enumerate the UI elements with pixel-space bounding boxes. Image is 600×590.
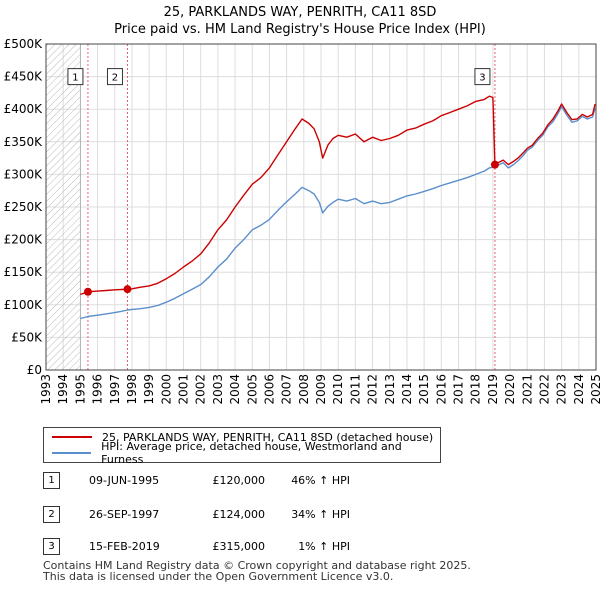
x-tick-label: 2012 bbox=[366, 374, 380, 405]
x-tick-label: 2011 bbox=[348, 374, 362, 405]
x-tick-label: 2021 bbox=[520, 374, 534, 405]
chart-subtitle: Price paid vs. HM Land Registry's House … bbox=[114, 22, 486, 37]
property-series-line bbox=[80, 95, 596, 296]
plot-frame bbox=[45, 43, 597, 371]
x-tick-label: 2006 bbox=[262, 374, 276, 405]
footer-line2: This data is licensed under the Open Gov… bbox=[43, 570, 394, 583]
legend-label-property: 25, PARKLANDS WAY, PENRITH, CA11 8SD (de… bbox=[102, 430, 434, 444]
x-tick-label: 2004 bbox=[228, 374, 242, 405]
y-tick-label: £250K bbox=[4, 200, 44, 214]
sale-number-badge: 1 bbox=[43, 472, 60, 489]
x-tick-label: 2020 bbox=[503, 374, 517, 405]
chart-legend: 25, PARKLANDS WAY, PENRITH, CA11 8SD (de… bbox=[43, 427, 441, 466]
sale-marker-box bbox=[474, 68, 491, 86]
y-tick-label: £200K bbox=[4, 233, 44, 247]
y-tick-label: £50K bbox=[11, 330, 43, 344]
x-tick-label: 1994 bbox=[56, 374, 70, 405]
x-tick-label: 2023 bbox=[555, 374, 569, 405]
x-tick-label: 2008 bbox=[297, 374, 311, 405]
y-tick-label: £400K bbox=[4, 102, 44, 116]
sale-marker-label: 1 bbox=[72, 73, 78, 84]
y-tick-label: £500K bbox=[4, 37, 44, 51]
sale-row: 3 15-FEB-2019 £315,000 1% ↑ HPI bbox=[43, 538, 443, 558]
x-tick-label: 1999 bbox=[142, 374, 156, 405]
footer-line1: Contains HM Land Registry data © Crown c… bbox=[43, 559, 471, 572]
x-tick-label: 2010 bbox=[331, 374, 345, 405]
legend-swatch-property bbox=[52, 436, 92, 438]
x-tick-label: 2017 bbox=[452, 374, 466, 405]
y-tick-label: £150K bbox=[4, 265, 44, 279]
sale-number-badge: 2 bbox=[43, 506, 60, 523]
sale-point bbox=[123, 285, 132, 294]
legend-swatch-hpi bbox=[52, 452, 92, 454]
x-tick-label: 2025 bbox=[589, 374, 600, 405]
x-tick-label: 2014 bbox=[400, 374, 414, 405]
x-tick-label: 1995 bbox=[73, 374, 87, 405]
x-tick-label: 2002 bbox=[194, 374, 208, 405]
footer-attribution: Contains HM Land Registry data © Crown c… bbox=[43, 560, 471, 582]
sale-price: £124,000 bbox=[212, 508, 266, 521]
x-tick-label: 1997 bbox=[108, 374, 122, 405]
sale-hpi-change: 1% ↑ HPI bbox=[298, 540, 350, 553]
x-tick-label: 2005 bbox=[245, 374, 259, 405]
sale-point bbox=[83, 287, 92, 296]
sale-row: 1 09-JUN-1995 £120,000 46% ↑ HPI bbox=[43, 472, 443, 492]
x-tick-label: 2015 bbox=[417, 374, 431, 405]
sale-number-badge: 3 bbox=[43, 538, 60, 555]
x-tick-label: 2013 bbox=[383, 374, 397, 405]
y-tick-label: £450K bbox=[4, 70, 44, 84]
x-tick-label: 2018 bbox=[469, 374, 483, 405]
x-tick-label: 1998 bbox=[125, 374, 139, 405]
x-tick-label: 2003 bbox=[211, 374, 225, 405]
y-tick-label: £0 bbox=[27, 363, 42, 377]
sale-hpi-change: 46% ↑ HPI bbox=[291, 474, 350, 487]
sale-marker-box bbox=[106, 68, 123, 86]
x-tick-label: 2016 bbox=[434, 374, 448, 405]
hpi-series-line bbox=[80, 105, 596, 320]
sale-hpi-change: 34% ↑ HPI bbox=[291, 508, 350, 521]
sale-row: 2 26-SEP-1997 £124,000 34% ↑ HPI bbox=[43, 506, 443, 526]
x-tick-label: 1993 bbox=[39, 374, 53, 405]
y-tick-label: £300K bbox=[4, 167, 44, 181]
x-tick-label: 2024 bbox=[572, 374, 586, 405]
y-tick-label: £100K bbox=[4, 298, 44, 312]
legend-item-hpi: HPI: Average price, detached house, West… bbox=[52, 440, 440, 466]
sale-point bbox=[490, 160, 499, 169]
sale-marker-label: 3 bbox=[479, 73, 485, 84]
chart-title: 25, PARKLANDS WAY, PENRITH, CA11 8SD Pri… bbox=[0, 4, 600, 38]
legend-label-hpi: HPI: Average price, detached house, West… bbox=[101, 440, 402, 466]
sale-date: 15-FEB-2019 bbox=[89, 540, 160, 553]
x-tick-label: 2000 bbox=[159, 374, 173, 405]
x-tick-label: 2022 bbox=[537, 374, 551, 405]
sale-date: 09-JUN-1995 bbox=[89, 474, 160, 487]
sale-date: 26-SEP-1997 bbox=[89, 508, 160, 521]
sale-price: £120,000 bbox=[212, 474, 266, 487]
x-tick-label: 2009 bbox=[314, 374, 328, 405]
sale-price: £315,000 bbox=[212, 540, 266, 553]
x-tick-label: 1996 bbox=[91, 374, 105, 405]
y-tick-label: £350K bbox=[4, 135, 44, 149]
sale-marker-box bbox=[67, 68, 84, 86]
chart-title-line1: 25, PARKLANDS WAY, PENRITH, CA11 8SD bbox=[163, 5, 437, 20]
x-tick-label: 2019 bbox=[486, 374, 500, 405]
legend-item-property: 25, PARKLANDS WAY, PENRITH, CA11 8SD (de… bbox=[52, 429, 433, 445]
price-chart: 1 2 3 £0 £50K £100K £150K £200K £250K £300K £350K £… bbox=[4, 37, 600, 405]
hatched-no-data-region bbox=[45, 43, 81, 371]
x-tick-label: 2007 bbox=[280, 374, 294, 405]
x-tick-label: 2001 bbox=[177, 374, 191, 405]
sale-marker-label: 2 bbox=[112, 73, 118, 84]
